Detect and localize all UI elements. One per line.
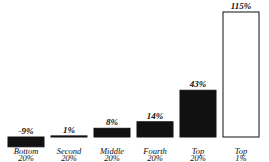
category-label: Top20% [190,146,206,162]
bar [137,122,173,137]
chart: -9% 1% 8% 14% 43% 115% Bottom20% Second20% Middl… [0,0,269,162]
bar [51,136,87,137]
category-label: Second20% [57,146,82,162]
bars [8,12,259,147]
category-label: Bottom20% [14,146,39,162]
chart-container: -9% 1% 8% 14% 43% 115% Bottom20% Second20% Middl… [0,0,269,162]
data-label: -9% [19,126,34,136]
data-label: 14% [147,111,164,121]
data-label: 115% [231,1,252,11]
category-label: Top1% [235,146,247,162]
bar [180,90,216,137]
data-label: 43% [189,79,207,89]
data-label: 8% [106,117,119,127]
data-label: 1% [63,125,76,135]
bar [94,128,130,137]
bar [223,12,259,137]
category-label: Fourth20% [142,146,167,162]
category-label: Middle20% [99,146,124,162]
